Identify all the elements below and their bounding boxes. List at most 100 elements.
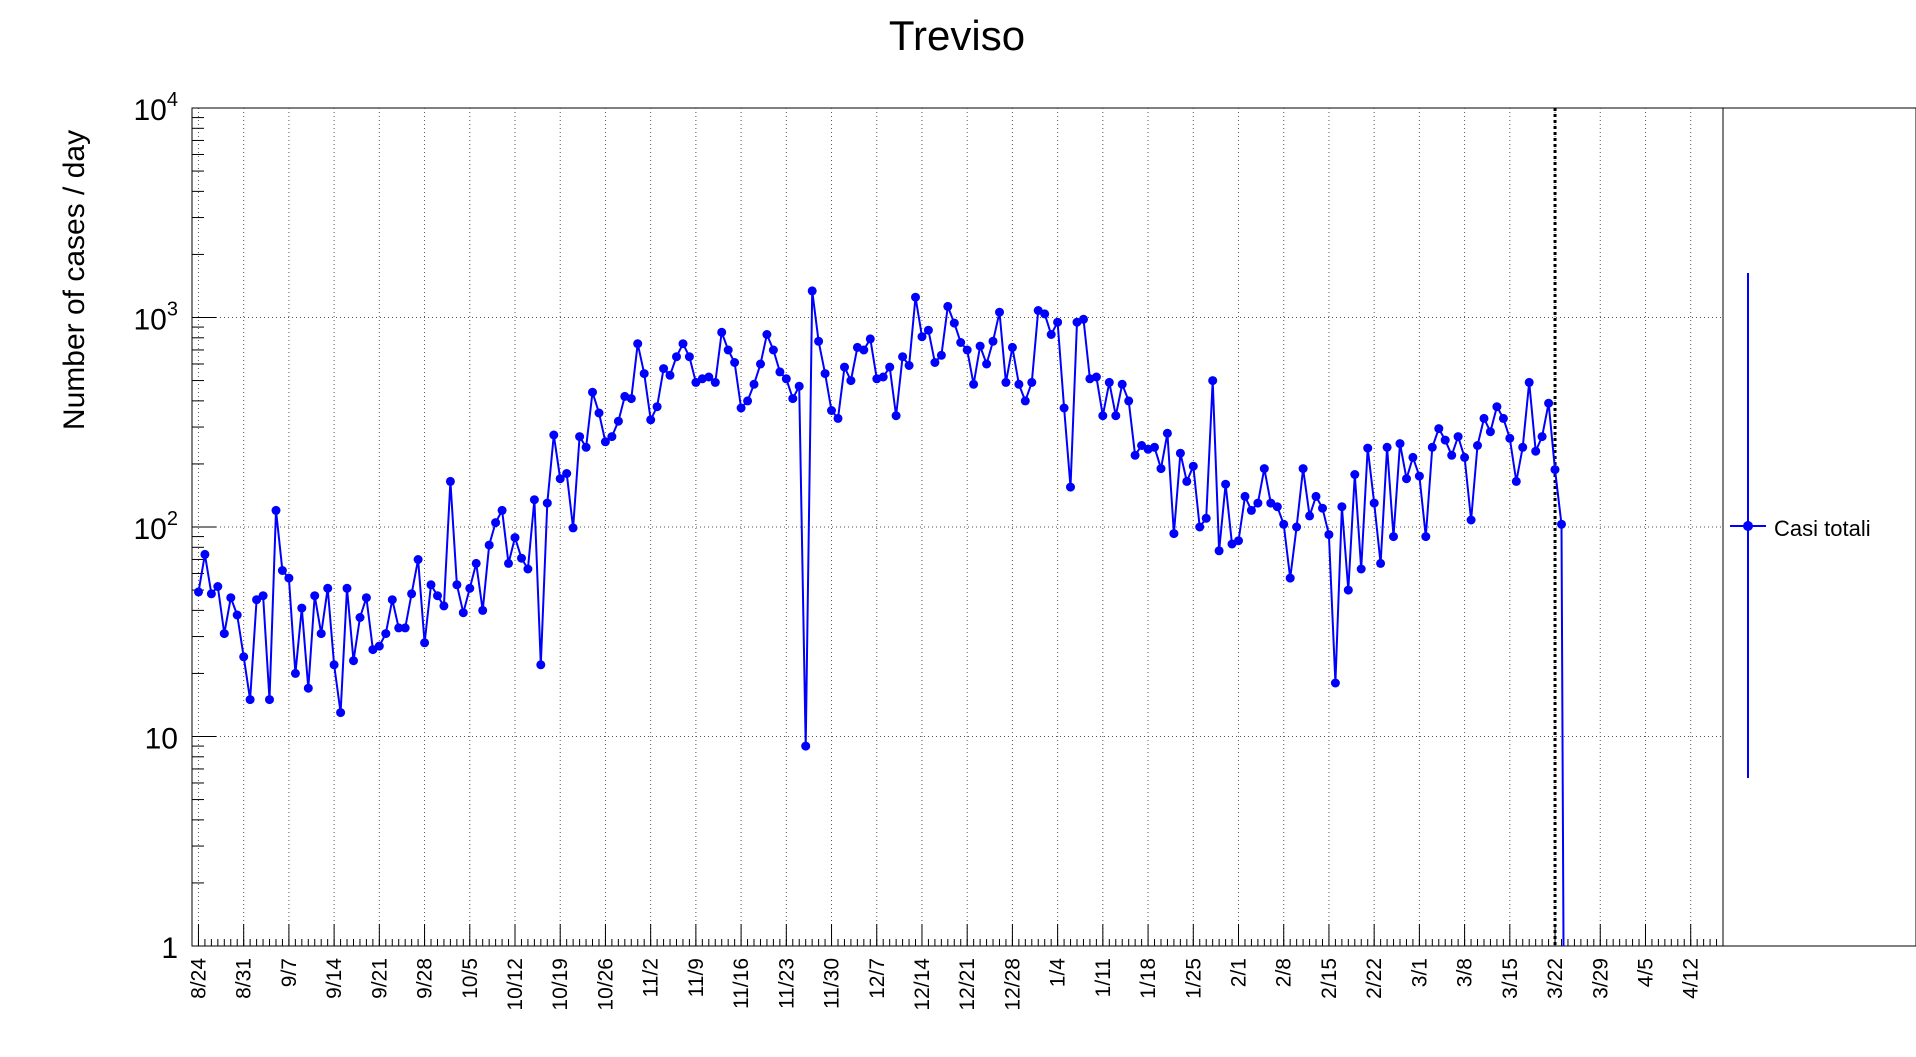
data-point — [814, 336, 824, 346]
data-point — [478, 605, 488, 615]
x-tick-label: 1/11 — [1092, 958, 1115, 997]
data-point — [995, 307, 1004, 317]
data-point — [807, 286, 817, 296]
data-point — [1091, 372, 1101, 382]
data-point — [891, 411, 901, 421]
data-point — [956, 338, 966, 347]
data-point — [1234, 536, 1243, 546]
data-point — [949, 318, 959, 328]
data-point — [1007, 342, 1017, 352]
x-tick-label: 12/21 — [956, 958, 979, 1011]
data-point — [917, 332, 927, 342]
data-point — [607, 432, 617, 442]
data-point — [704, 372, 714, 382]
data-point — [936, 350, 946, 360]
data-point — [206, 589, 216, 599]
data-point — [413, 555, 423, 564]
x-tick-label: 9/21 — [368, 958, 391, 999]
data-point — [1124, 396, 1134, 406]
data-point — [801, 741, 811, 751]
data-point — [226, 593, 236, 603]
data-point — [581, 442, 591, 452]
x-tick-label: 4/12 — [1680, 958, 1703, 999]
x-tick-label: 1/4 — [1047, 958, 1070, 988]
x-tick-label: 2/15 — [1318, 958, 1341, 999]
y-tick-exponent: 4 — [167, 89, 178, 111]
data-point — [626, 394, 636, 404]
data-point — [1330, 678, 1340, 688]
data-point — [452, 580, 462, 590]
data-point — [400, 623, 410, 633]
data-point — [1182, 476, 1192, 486]
data-point — [930, 358, 940, 367]
x-tick-label: 8/31 — [233, 958, 256, 999]
data-point — [1195, 522, 1205, 532]
data-point — [730, 358, 740, 367]
data-point — [1492, 402, 1502, 412]
data-point — [1343, 585, 1353, 595]
data-point — [336, 708, 346, 718]
data-point — [420, 638, 430, 648]
data-point — [781, 374, 791, 384]
data-point — [904, 361, 914, 370]
data-point — [349, 656, 358, 666]
data-point — [536, 660, 546, 670]
series — [194, 108, 1566, 947]
data-point — [988, 336, 998, 346]
data-point — [245, 695, 255, 705]
data-point — [768, 345, 778, 355]
data-point — [1162, 428, 1172, 438]
data-point — [1389, 532, 1398, 542]
data-point — [659, 364, 669, 374]
data-point — [1434, 424, 1444, 434]
data-point — [898, 352, 908, 362]
data-point — [323, 583, 333, 593]
data-point — [613, 416, 623, 426]
data-point — [504, 558, 513, 568]
data-point — [284, 573, 294, 583]
data-point — [465, 583, 475, 593]
data-point — [1408, 452, 1418, 462]
data-point — [213, 582, 223, 591]
data-point — [665, 370, 675, 380]
data-point — [911, 292, 920, 302]
x-tick-label: 11/30 — [821, 958, 844, 1009]
data-point — [310, 591, 320, 601]
data-point — [529, 495, 539, 505]
data-point — [329, 660, 339, 670]
data-point — [491, 518, 501, 528]
legend-label: Casi totali — [1774, 516, 1871, 541]
x-tick-label: 9/28 — [414, 958, 437, 999]
data-point — [1466, 515, 1476, 525]
x-tick-label: 8/24 — [187, 958, 210, 999]
data-point — [433, 591, 442, 601]
y-tick-label: 1 — [161, 932, 178, 965]
data-point — [1066, 482, 1075, 492]
data-point — [588, 387, 597, 397]
data-point — [962, 345, 972, 355]
data-point — [258, 591, 268, 601]
data-point — [788, 394, 798, 404]
data-point — [1188, 461, 1198, 471]
data-point — [1324, 530, 1334, 540]
data-point — [471, 558, 481, 568]
data-point — [1150, 442, 1159, 452]
data-point — [1253, 498, 1263, 508]
data-point — [1460, 452, 1470, 462]
data-point — [943, 301, 953, 311]
data-point — [458, 608, 468, 618]
x-tick-label: 11/23 — [775, 958, 798, 1009]
y-tick-exponent: 3 — [167, 299, 178, 321]
data-point — [678, 339, 688, 349]
data-point — [756, 359, 765, 369]
data-point — [1544, 398, 1554, 408]
data-point — [859, 345, 869, 355]
x-tick-label: 10/26 — [594, 958, 617, 1011]
data-point — [1117, 379, 1127, 389]
data-point — [1027, 377, 1037, 387]
x-tick-label: 2/22 — [1363, 958, 1386, 999]
data-point — [361, 593, 371, 603]
data-point — [1259, 464, 1269, 474]
data-point — [374, 641, 384, 651]
